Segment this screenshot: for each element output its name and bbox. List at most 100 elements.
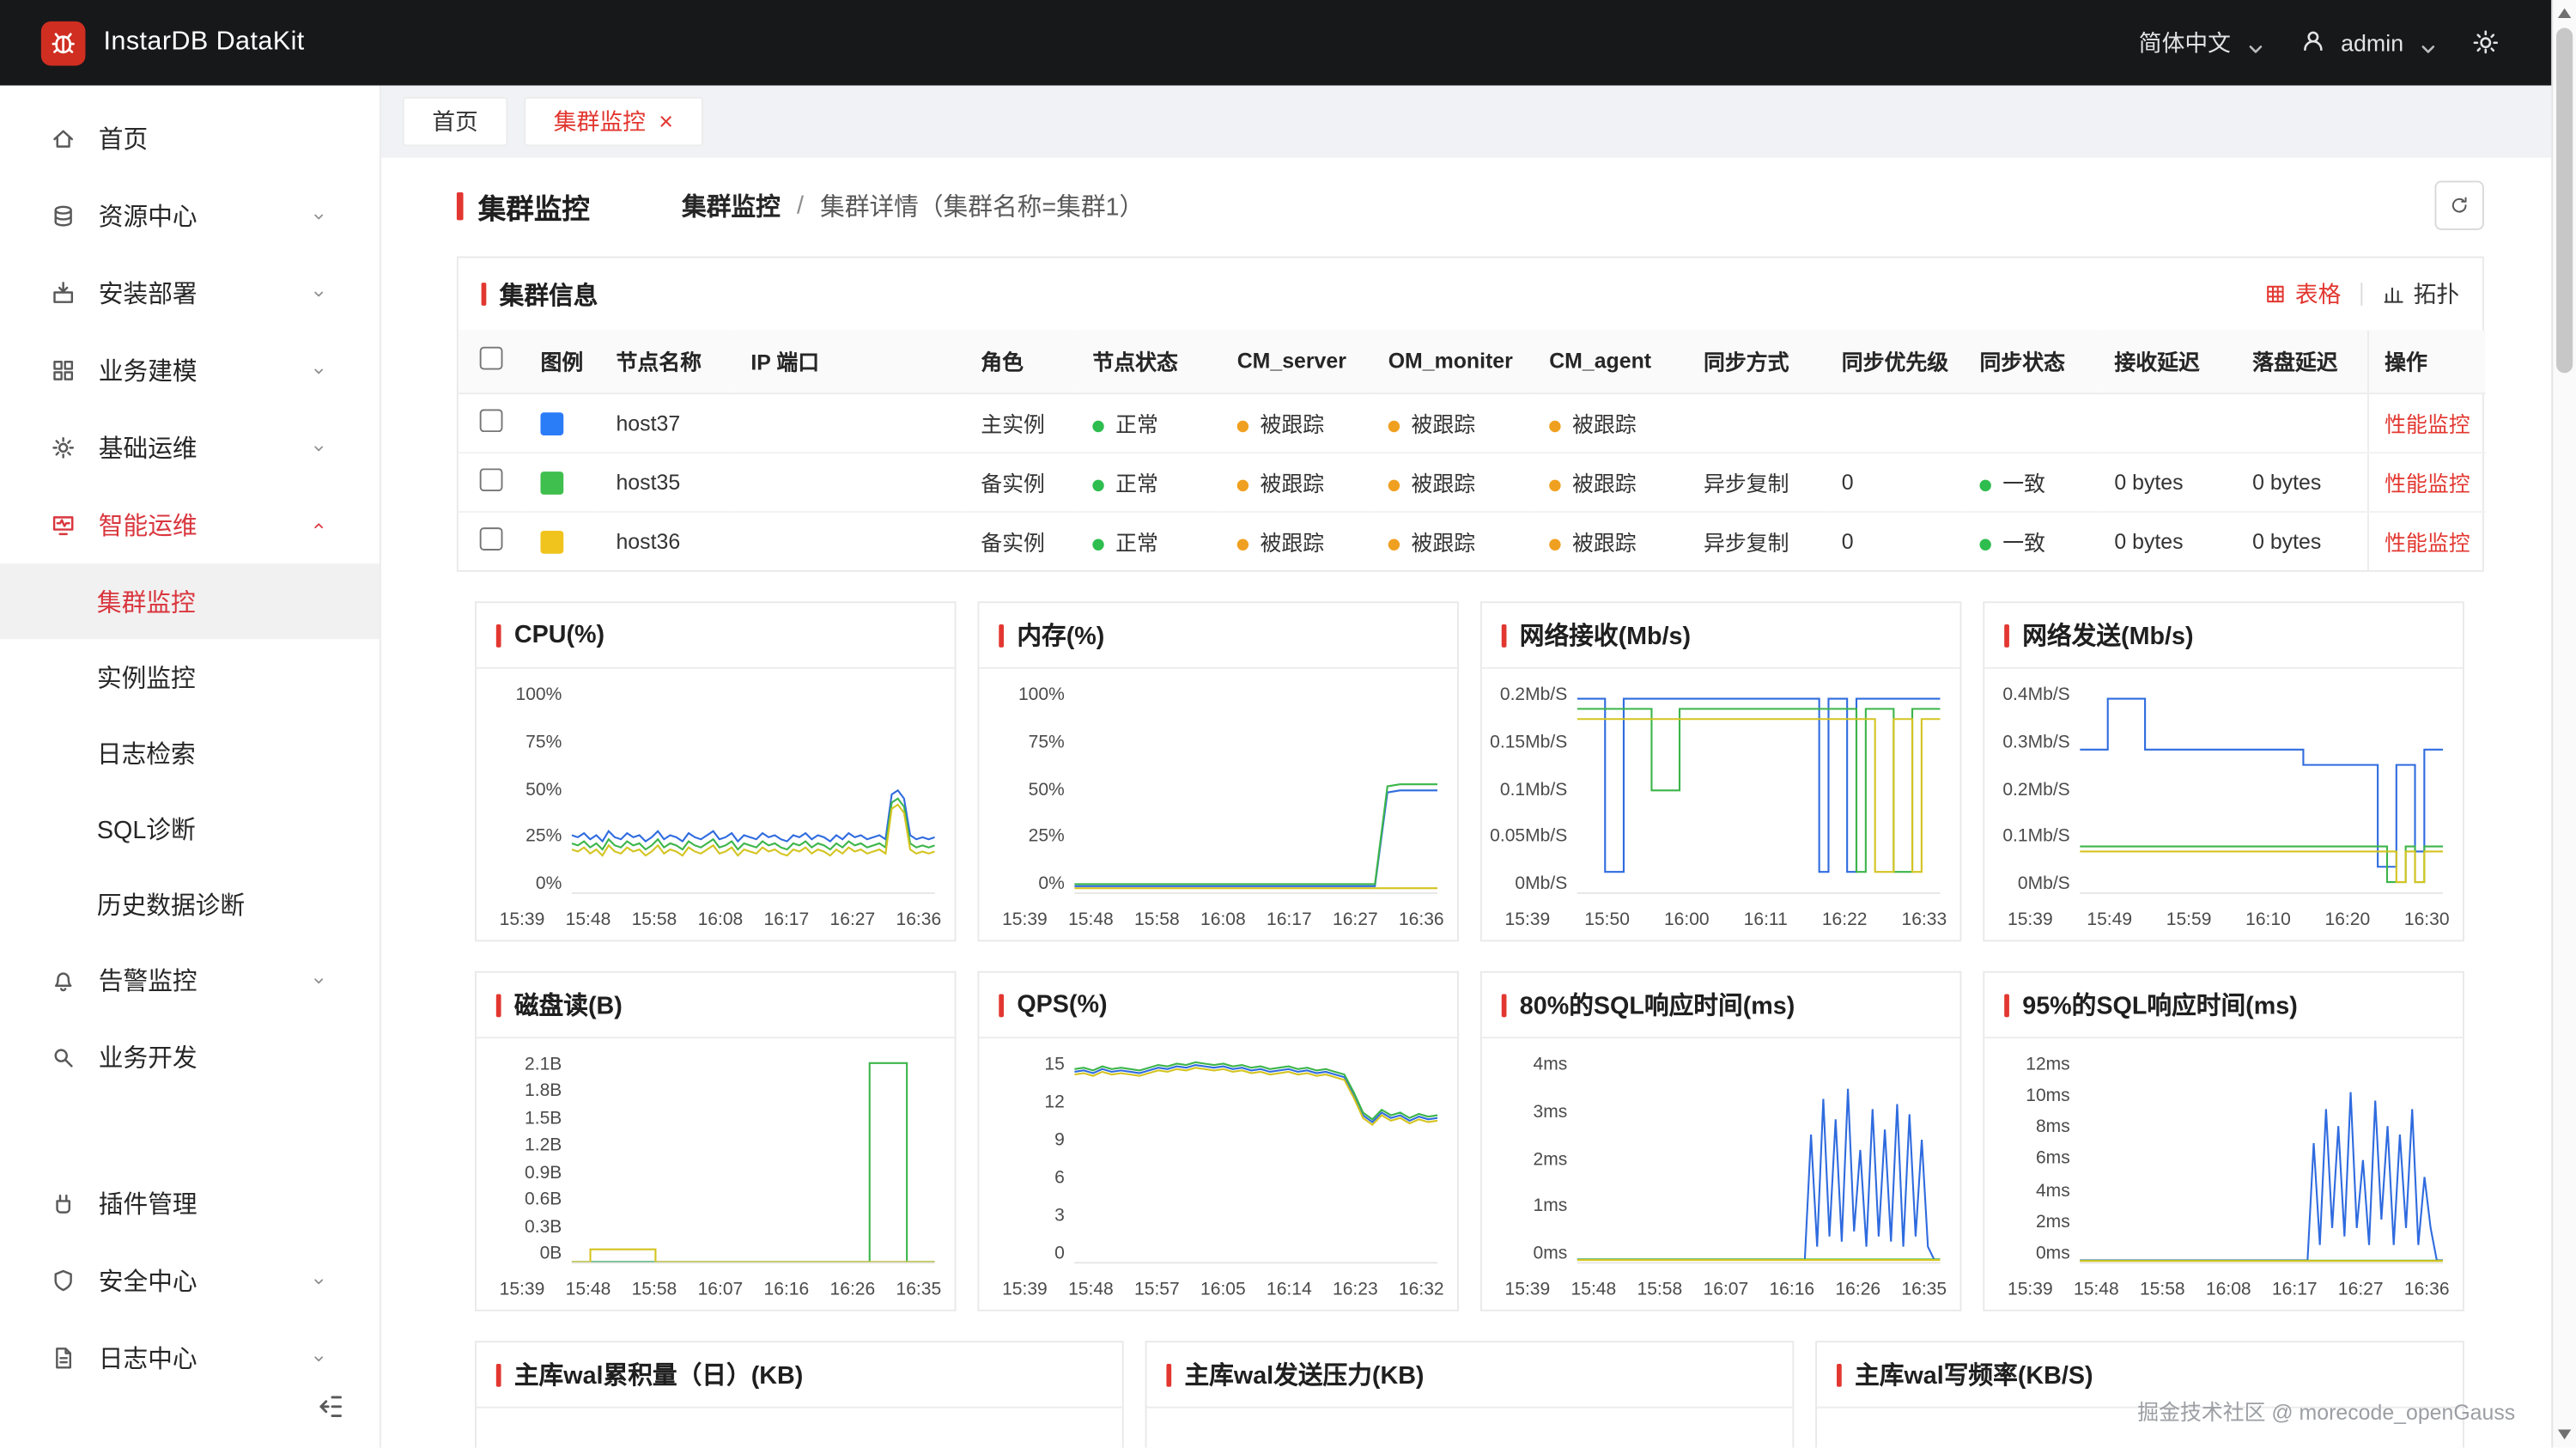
y-tick-label: 0.2Mb/S — [2002, 779, 2070, 800]
cluster-table: 图例 节点名称 IP 端口 角色 节点状态 CM_server OM_moniter CM_a… — [458, 330, 2486, 570]
table-cell: 正常 — [1076, 392, 1221, 453]
action-cell: 性能监控 — [2366, 452, 2486, 512]
series-host36 — [2080, 851, 2443, 882]
chevron-down-icon — [2414, 33, 2435, 52]
y-tick-label: 100% — [1018, 684, 1065, 705]
sidebar-item-basic-ops[interactable]: 基础运维 — [0, 409, 380, 486]
tab-label: 集群监控 — [553, 108, 646, 135]
x-tick-label: 15:50 — [1584, 910, 1630, 930]
status-dot-icon — [1979, 538, 1991, 551]
sidebar-item-business-modeling[interactable]: 业务建模 — [0, 332, 380, 409]
theme-toggle[interactable] — [2471, 28, 2500, 58]
sidebar-subitem-history-diagnosis[interactable]: 历史数据诊断 — [0, 866, 380, 941]
title-accent-bar — [456, 191, 464, 220]
sidebar-item-business-dev[interactable]: 业务开发 — [0, 1019, 380, 1096]
sidebar: 首页资源中心 安装部署 业务建模 基础运维 智能运维 集群监控 实例监控 日志检索 SQL诊断历… — [0, 85, 381, 1448]
y-tick-label: 75% — [526, 732, 562, 752]
page-header: 集群监控 集群监控 / 集群详情（集群名称=集群1） — [381, 158, 2551, 230]
chart-accent-bar — [495, 993, 501, 1017]
sidebar-item-alert-monitor[interactable]: 告警监控 — [0, 941, 380, 1019]
sidebar-subitem-sql-diagnosis[interactable]: SQL诊断 — [0, 790, 380, 866]
select-all-checkbox[interactable] — [479, 347, 503, 370]
row-checkbox[interactable] — [479, 408, 503, 432]
sidebar-subitem-label: 历史数据诊断 — [96, 891, 246, 920]
modeling-icon — [53, 361, 74, 380]
sidebar-item-home[interactable]: 首页 — [0, 100, 380, 178]
sidebar-item-install-deploy[interactable]: 安装部署 — [0, 255, 380, 332]
y-tick-label: 6ms — [2035, 1149, 2070, 1170]
y-tick-label: 3 — [1054, 1206, 1065, 1226]
chart-title-text: 主库wal累积量（日）(KB) — [513, 1362, 804, 1390]
sidebar-item-security-center[interactable]: 安全中心 — [0, 1242, 380, 1319]
chart-title: QPS(%) — [979, 973, 1458, 1039]
scrollbar-down-arrow-icon[interactable] — [2557, 1429, 2572, 1440]
table-view-button[interactable]: 表格 — [2263, 277, 2341, 310]
x-tick-label: 15:58 — [631, 910, 677, 930]
x-tick-label: 16:27 — [2337, 1280, 2384, 1300]
chart-body: 100% 75% 50% 25% 0% 15:39 15:48 15:58 16:08 16:17… — [477, 669, 955, 940]
sidebar-item-label: 首页 — [98, 126, 149, 155]
vertical-scrollbar[interactable] — [2551, 0, 2576, 1448]
y-tick-label: 0.05Mb/S — [1490, 826, 1568, 847]
row-checkbox[interactable] — [479, 526, 503, 551]
sidebar-item-label: 日志中心 — [98, 1345, 197, 1374]
sidebar-subitem-log-search[interactable]: 日志检索 — [0, 715, 380, 790]
breadcrumb-separator: / — [796, 191, 804, 220]
tab-cluster-monitor[interactable]: 集群监控 × — [524, 96, 703, 147]
sidebar-item-resource-center[interactable]: 资源中心 — [0, 178, 380, 255]
scrollbar-thumb[interactable] — [2556, 27, 2573, 374]
x-axis-labels: 15:39 15:48 15:58 16:07 16:16 16:26 16:35 — [500, 1280, 942, 1299]
alert-icon — [54, 972, 72, 992]
chart-card-net-recv: 网络接收(Mb/s) 0.2Mb/S 0.15Mb/S 0.1Mb/S 0.05Mb/S… — [1479, 601, 1962, 942]
x-tick-label: 16:14 — [1267, 1280, 1312, 1300]
y-tick-label: 0ms — [2035, 1244, 2070, 1264]
x-tick-label: 16:32 — [1398, 1280, 1444, 1300]
sidebar-item-plugin-manage[interactable]: 插件管理 — [0, 1165, 380, 1243]
table-cell: 0 — [1841, 528, 1854, 554]
scrollbar-up-arrow-icon[interactable] — [2557, 8, 2572, 19]
x-tick-label: 15:49 — [2087, 910, 2133, 930]
performance-monitor-link[interactable]: 性能监控 — [2385, 471, 2470, 496]
status-dot-icon — [1979, 478, 1991, 491]
performance-monitor-link[interactable]: 性能监控 — [2385, 411, 2470, 436]
refresh-button[interactable] — [2434, 180, 2484, 230]
y-tick-label: 2ms — [1533, 1149, 1568, 1170]
language-selector[interactable]: 简体中文 — [2139, 27, 2262, 59]
sidebar-subitem-cluster-monitor[interactable]: 集群监控 — [0, 563, 380, 640]
tab-home[interactable]: 首页 — [402, 96, 508, 147]
x-axis-labels: 15:39 15:48 15:58 16:08 16:17 16:27 16:36 — [500, 910, 942, 930]
chevron-down-icon — [314, 368, 324, 374]
status-dot-icon — [1236, 478, 1249, 491]
chart-canvas — [2080, 1058, 2443, 1262]
chart-body: 0.4Mb/S 0.3Mb/S 0.2Mb/S 0.1Mb/S 0Mb/S 15:39 15… — [1984, 669, 2463, 940]
sidebar-subitem-instance-monitor[interactable]: 实例监控 — [0, 639, 380, 715]
user-menu[interactable]: admin — [2298, 27, 2435, 59]
table-cell: 异步复制 — [1704, 530, 1789, 556]
x-tick-label: 16:27 — [1332, 910, 1378, 930]
x-axis-labels: 15:39 15:48 15:58 16:07 16:16 16:26 16:35 — [1505, 1280, 1947, 1299]
row-checkbox[interactable] — [479, 467, 503, 491]
chart-accent-bar — [1501, 624, 1507, 647]
breadcrumb-root[interactable]: 集群监控 — [682, 192, 781, 222]
performance-monitor-link[interactable]: 性能监控 — [2385, 530, 2470, 556]
sidebar-item-smart-ops[interactable]: 智能运维 — [0, 486, 380, 563]
chart-title: 主库wal发送压力(KB) — [1146, 1342, 1793, 1408]
app-title: InstarDB DataKit — [103, 27, 305, 57]
series-host35 — [1074, 1062, 1437, 1119]
x-tick-label: 15:58 — [1637, 1280, 1683, 1300]
section-accent-bar — [481, 283, 487, 306]
y-tick-label: 1ms — [1533, 1196, 1568, 1217]
y-tick-label: 0Mb/S — [2017, 873, 2070, 894]
x-tick-label: 15:39 — [499, 910, 545, 930]
sidebar-collapse-button[interactable] — [313, 1390, 349, 1427]
topology-view-button[interactable]: 拓扑 — [2382, 277, 2459, 310]
chart-plot — [1577, 689, 1941, 894]
sidebar-item-log-center[interactable]: 日志中心 — [0, 1319, 380, 1396]
column-header: CM_server — [1220, 330, 1372, 394]
table-cell: host35 — [599, 452, 735, 512]
close-icon[interactable]: × — [659, 107, 673, 136]
security-icon — [54, 1269, 72, 1292]
table-cell: 被跟踪 — [1371, 392, 1534, 453]
page-title: 集群监控 — [456, 185, 590, 226]
y-tick-label: 4ms — [2035, 1180, 2070, 1201]
